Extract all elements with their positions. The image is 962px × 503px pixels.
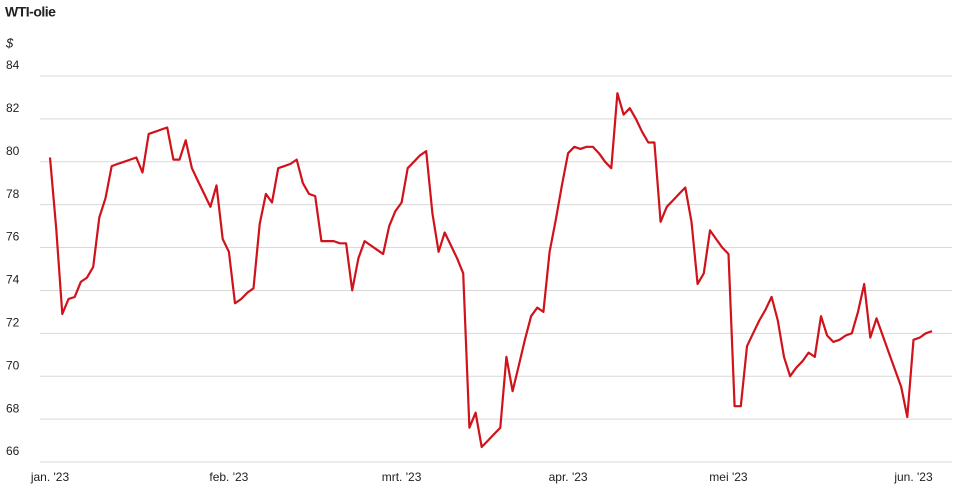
x-tick-label: jan. '23: [30, 470, 70, 484]
y-tick-label: 84: [6, 58, 20, 72]
x-tick-label: mei '23: [709, 470, 748, 484]
y-tick-label: 76: [6, 230, 20, 244]
y-tick-label: 70: [6, 358, 20, 372]
x-tick-label: feb. '23: [209, 470, 248, 484]
y-tick-label: 80: [6, 144, 20, 158]
x-tick-label: apr. '23: [549, 470, 588, 484]
y-tick-label: 74: [6, 273, 20, 287]
y-tick-label: 72: [6, 316, 20, 330]
y-tick-label: 78: [6, 187, 20, 201]
chart-title: WTI-olie: [5, 4, 56, 20]
y-tick-label: 66: [6, 444, 20, 458]
x-tick-label: jun. '23: [893, 470, 933, 484]
y-tick-label: 82: [6, 101, 20, 115]
x-tick-label: mrt. '23: [382, 470, 422, 484]
y-axis-label: $: [5, 35, 14, 50]
y-tick-label: 68: [6, 401, 20, 415]
data-line: [48, 92, 933, 449]
